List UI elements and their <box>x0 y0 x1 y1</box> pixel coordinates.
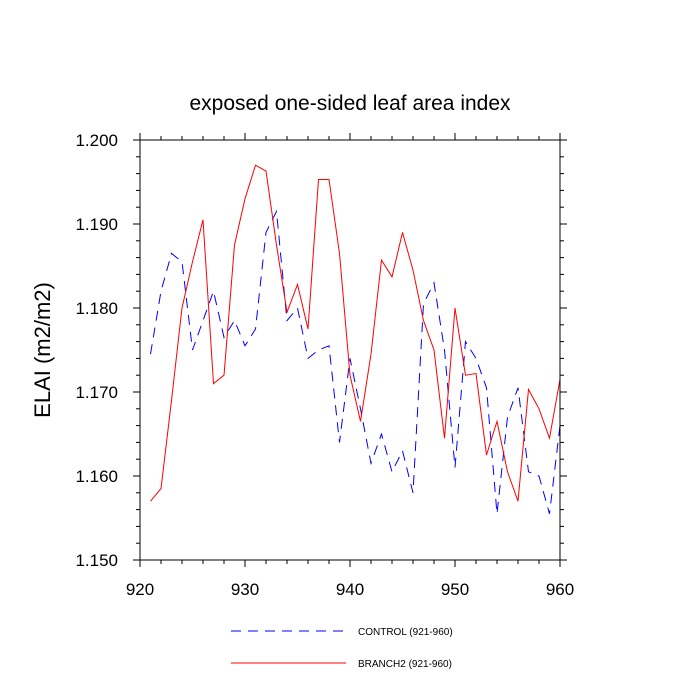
x-tick-label: 920 <box>126 580 154 599</box>
series-lines <box>150 164 561 514</box>
plot-frame <box>139 139 561 561</box>
legend: CONTROL (921-960) BRANCH2 (921-960) <box>231 627 453 670</box>
y-tick-label: 1.170 <box>75 383 118 402</box>
y-tick-label: 1.150 <box>75 551 118 570</box>
legend-label: BRANCH2 (921-960) <box>358 659 452 670</box>
y-tick-label: 1.190 <box>75 215 118 234</box>
y-axis-label: ELAI (m2/m2) <box>30 282 55 418</box>
y-tick-label: 1.200 <box>75 131 118 150</box>
y-tick-label: 1.180 <box>75 299 118 318</box>
series-line-branch2 <box>150 164 561 502</box>
y-tick-label: 1.160 <box>75 467 118 486</box>
x-tick-label: 930 <box>231 580 259 599</box>
axis-ticks: 920 930 940 950 960 1.150 1.160 1.170 1.180 1.190… <box>75 131 574 599</box>
legend-label: CONTROL (921-960) <box>358 627 453 638</box>
x-tick-label: 950 <box>441 580 469 599</box>
x-tick-label: 960 <box>546 580 574 599</box>
chart-title: exposed one-sided leaf area index <box>189 92 511 115</box>
series-line-control <box>150 209 561 514</box>
x-tick-label: 940 <box>336 580 364 599</box>
